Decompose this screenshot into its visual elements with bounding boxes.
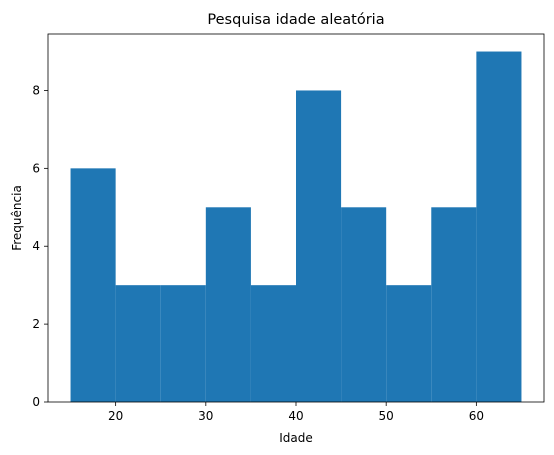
histogram-bar — [476, 51, 522, 403]
y-tick-label: 6 — [32, 161, 40, 175]
histogram-bars — [70, 51, 522, 403]
histogram-bar — [115, 285, 161, 402]
chart-title: Pesquisa idade aleatória — [207, 12, 384, 28]
histogram-bar — [250, 285, 296, 402]
y-tick-label: 4 — [32, 239, 40, 253]
x-tick-label: 30 — [198, 409, 213, 423]
x-tick-label: 40 — [288, 409, 303, 423]
y-axis: 0 2 4 6 8 — [32, 83, 48, 409]
x-tick-label: 20 — [108, 409, 123, 423]
histogram-bar — [341, 207, 387, 402]
histogram-bar — [386, 285, 432, 402]
histogram-bar — [205, 207, 251, 402]
histogram-bar — [296, 90, 342, 402]
histogram-bar — [70, 168, 116, 402]
histogram-bar — [431, 207, 477, 402]
y-tick-label: 0 — [32, 395, 40, 409]
y-tick-label: 8 — [32, 83, 40, 97]
y-axis-label: Frequência — [10, 185, 24, 251]
x-tick-label: 50 — [379, 409, 394, 423]
x-tick-label: 60 — [469, 409, 484, 423]
x-axis: 20 30 40 50 60 — [108, 402, 484, 423]
y-tick-label: 2 — [32, 317, 40, 331]
x-axis-label: Idade — [279, 431, 313, 445]
histogram-bar — [160, 285, 206, 402]
